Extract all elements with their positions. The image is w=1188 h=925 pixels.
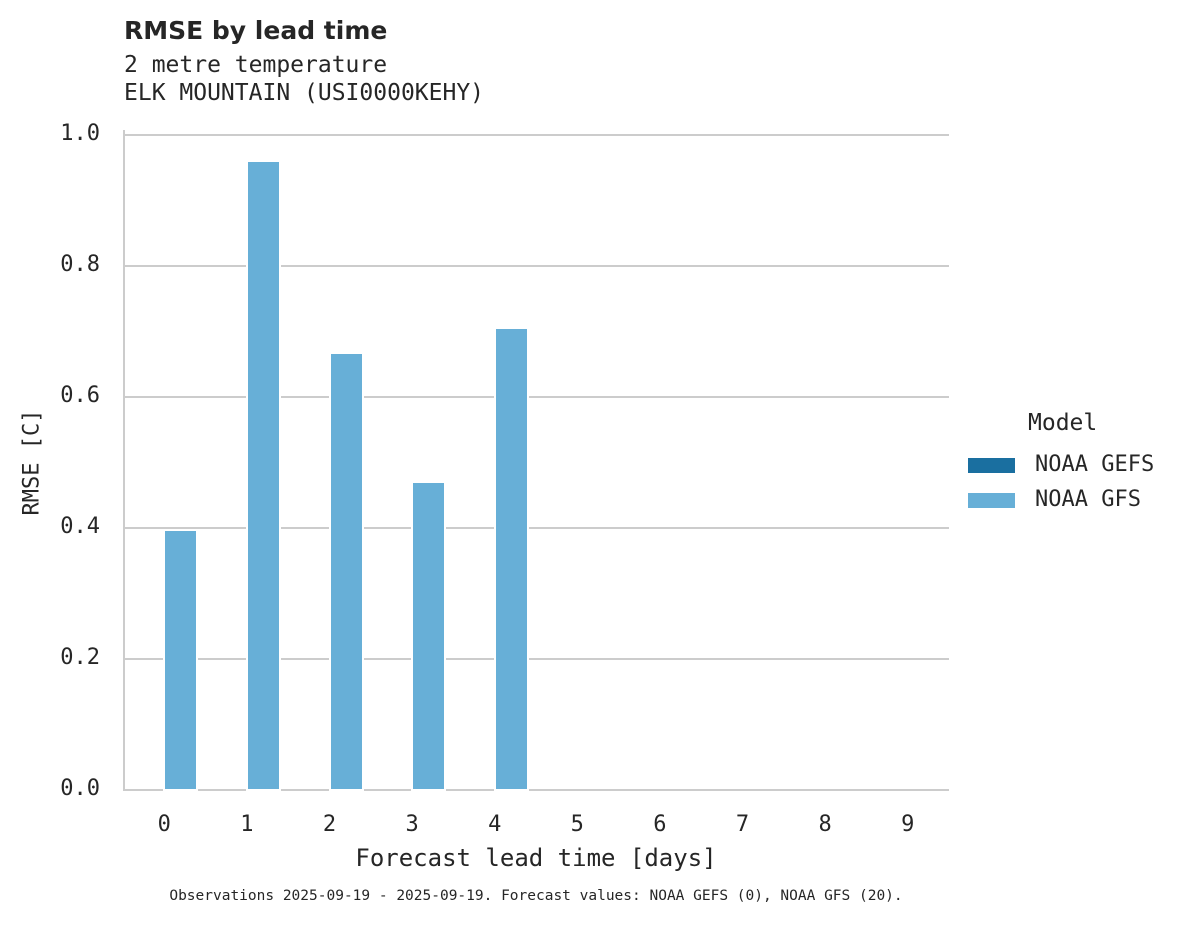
plot-area (123, 130, 949, 792)
y-axis-line (123, 130, 125, 791)
bar-noaa-gfs-2 (328, 351, 364, 792)
legend-item-gefs: NOAA GEFS (968, 452, 1154, 477)
chart-title: RMSE by lead time (124, 16, 388, 45)
gridline (123, 396, 949, 398)
x-tick-label: 0 (157, 812, 171, 837)
x-tick-label: 7 (735, 812, 750, 837)
x-tick-label: 8 (818, 812, 832, 837)
y-tick-label: 0.0 (60, 776, 100, 801)
legend-swatch-gefs (968, 457, 1015, 473)
legend-label-gfs: NOAA GFS (1035, 487, 1141, 512)
x-tick-label: 2 (322, 812, 337, 837)
x-tick-label: 3 (405, 812, 419, 837)
legend-title: Model (1028, 410, 1098, 436)
x-tick-label: 9 (901, 812, 915, 837)
x-tick-label: 1 (240, 812, 254, 837)
x-axis-line (123, 789, 949, 791)
chart-subtitle-station: ELK MOUNTAIN (USI0000KEHY) (124, 80, 485, 106)
bar-noaa-gfs-1 (245, 159, 281, 792)
y-tick-label: 1.0 (60, 121, 100, 146)
footnote: Observations 2025-09-19 - 2025-09-19. Fo… (169, 888, 903, 904)
bar-noaa-gfs-0 (163, 528, 199, 792)
gridline (123, 527, 949, 529)
x-tick-label: 6 (653, 812, 667, 837)
gridline (123, 134, 949, 136)
chart-subtitle-variable: 2 metre temperature (124, 52, 388, 78)
x-tick-label: 5 (570, 812, 584, 837)
y-tick-label: 0.4 (60, 514, 100, 539)
y-tick-label: 0.2 (60, 645, 100, 670)
y-axis-label: RMSE [C] (19, 409, 45, 516)
legend-label-gefs: NOAA GEFS (1035, 452, 1155, 477)
legend-item-gfs: NOAA GFS (968, 487, 1141, 512)
bar-noaa-gfs-4 (493, 326, 529, 792)
bar-noaa-gfs-3 (411, 480, 447, 792)
gridline (123, 658, 949, 660)
x-axis-label: Forecast lead time [days] (355, 844, 717, 872)
y-tick-label: 0.6 (60, 383, 100, 408)
gridline (123, 265, 949, 267)
x-tick-label: 4 (488, 812, 502, 837)
legend-swatch-gfs (968, 492, 1015, 508)
y-tick-label: 0.8 (60, 252, 100, 277)
